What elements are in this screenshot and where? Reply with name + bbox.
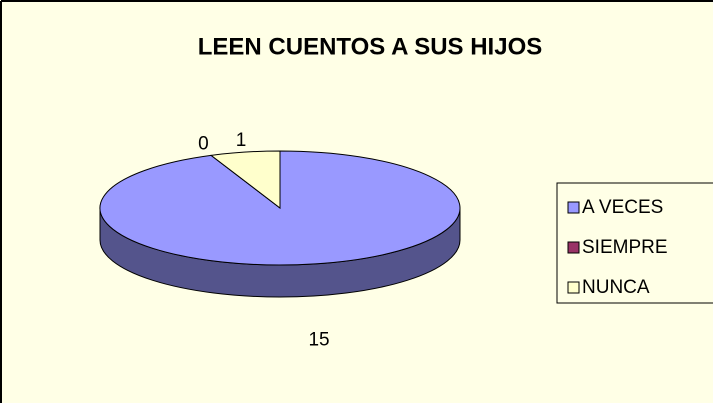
data-label: 15: [308, 330, 329, 351]
data-label: 1: [236, 130, 247, 151]
data-label: 0: [198, 134, 209, 155]
legend-label: NUNCA: [582, 277, 650, 298]
legend-swatch: [567, 241, 580, 254]
legend-swatch: [567, 201, 580, 214]
chart-title: LEEN CUENTOS A SUS HIJOS: [198, 33, 543, 60]
legend-label: A VECES: [582, 197, 663, 218]
legend-label: SIEMPRE: [582, 237, 668, 258]
legend-swatch: [567, 281, 580, 294]
pie-slice: [209, 150, 281, 210]
legend-box: [556, 182, 713, 304]
